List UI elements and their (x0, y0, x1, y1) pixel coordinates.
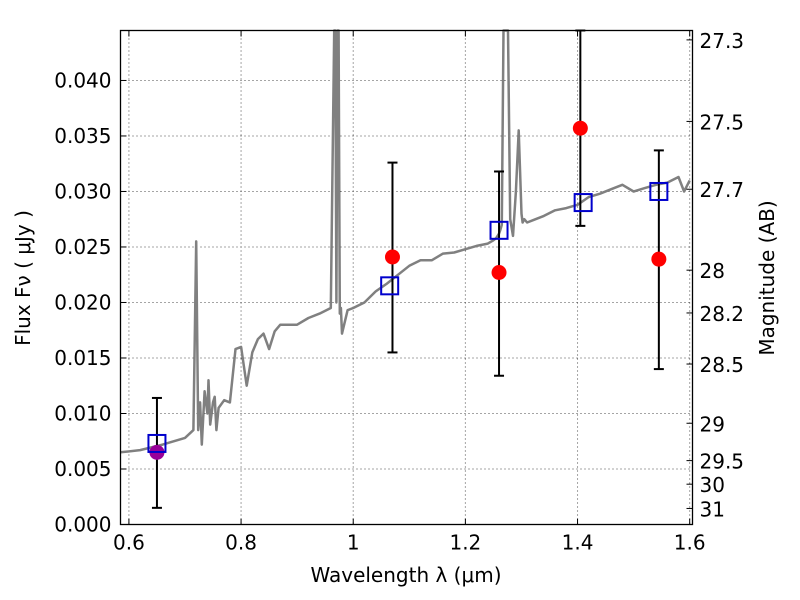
plot-frame (119, 29, 694, 526)
data-point (491, 265, 507, 281)
x-tick-label: 0.6 (113, 531, 145, 555)
x-tick-label: 1.4 (562, 531, 594, 555)
magnitude-tick-label: 27.3 (700, 29, 745, 53)
magnitude-tick-label: 27.7 (700, 178, 745, 202)
magnitude-tick-label: 28.2 (700, 302, 745, 326)
data-point (651, 251, 667, 267)
magnitude-tick-label: 31 (700, 497, 725, 521)
model-photometry-square (147, 433, 167, 453)
y-tick-label: 0.000 (54, 513, 111, 537)
model-spectrum-layer (120, 29, 691, 454)
y-tick-label: 0.030 (54, 179, 111, 203)
x-tick-label: 0.8 (225, 531, 257, 555)
model-photometry-square (380, 276, 400, 296)
y-tick-label: 0.005 (54, 457, 111, 481)
magnitude-tick-label: 27.5 (700, 110, 745, 134)
x-tick-label: 1.2 (449, 531, 481, 555)
x-axis-label: Wavelength λ (μm) (310, 563, 501, 587)
spectrum-line (120, 29, 691, 454)
magnitude-tick-label: 28 (700, 259, 725, 283)
y-tick-label: 0.015 (54, 346, 111, 370)
tick-marks (120, 30, 693, 525)
error-bars-layer (151, 29, 664, 509)
y-tick-labels: 0.000 0.005 0.010 0.015 0.020 0.025 0.030 0.035… (54, 68, 111, 536)
model-photometry-square (489, 220, 509, 240)
x-tick-label: 1.6 (674, 531, 706, 555)
magnitude-tick-label: 29 (700, 412, 725, 436)
x-tick-label: 1 (347, 531, 360, 555)
magnitude-tick-label: 28.5 (700, 353, 745, 377)
model-photometry-layer (147, 181, 669, 453)
right-axis-label: Magnitude (AB) (755, 200, 779, 355)
grid-lines (120, 30, 693, 525)
data-point (572, 120, 588, 136)
y-tick-label: 0.040 (54, 68, 111, 92)
magnitude-tick-label: 30 (700, 473, 725, 497)
model-photometry-square (649, 181, 669, 201)
y-tick-label: 0.035 (54, 124, 111, 148)
y-axis-label: Flux Fν ( μJy ) (11, 210, 35, 346)
y-tick-label: 0.025 (54, 235, 111, 259)
magnitude-tick-label: 29.5 (700, 450, 745, 474)
data-point (384, 249, 400, 265)
y-tick-label: 0.010 (54, 401, 111, 425)
y-tick-label: 0.020 (54, 290, 111, 314)
data-points-layer (149, 120, 667, 460)
x-tick-labels: 0.6 0.8 1 1.2 1.4 1.6 (113, 531, 706, 555)
model-photometry-square (573, 193, 593, 213)
